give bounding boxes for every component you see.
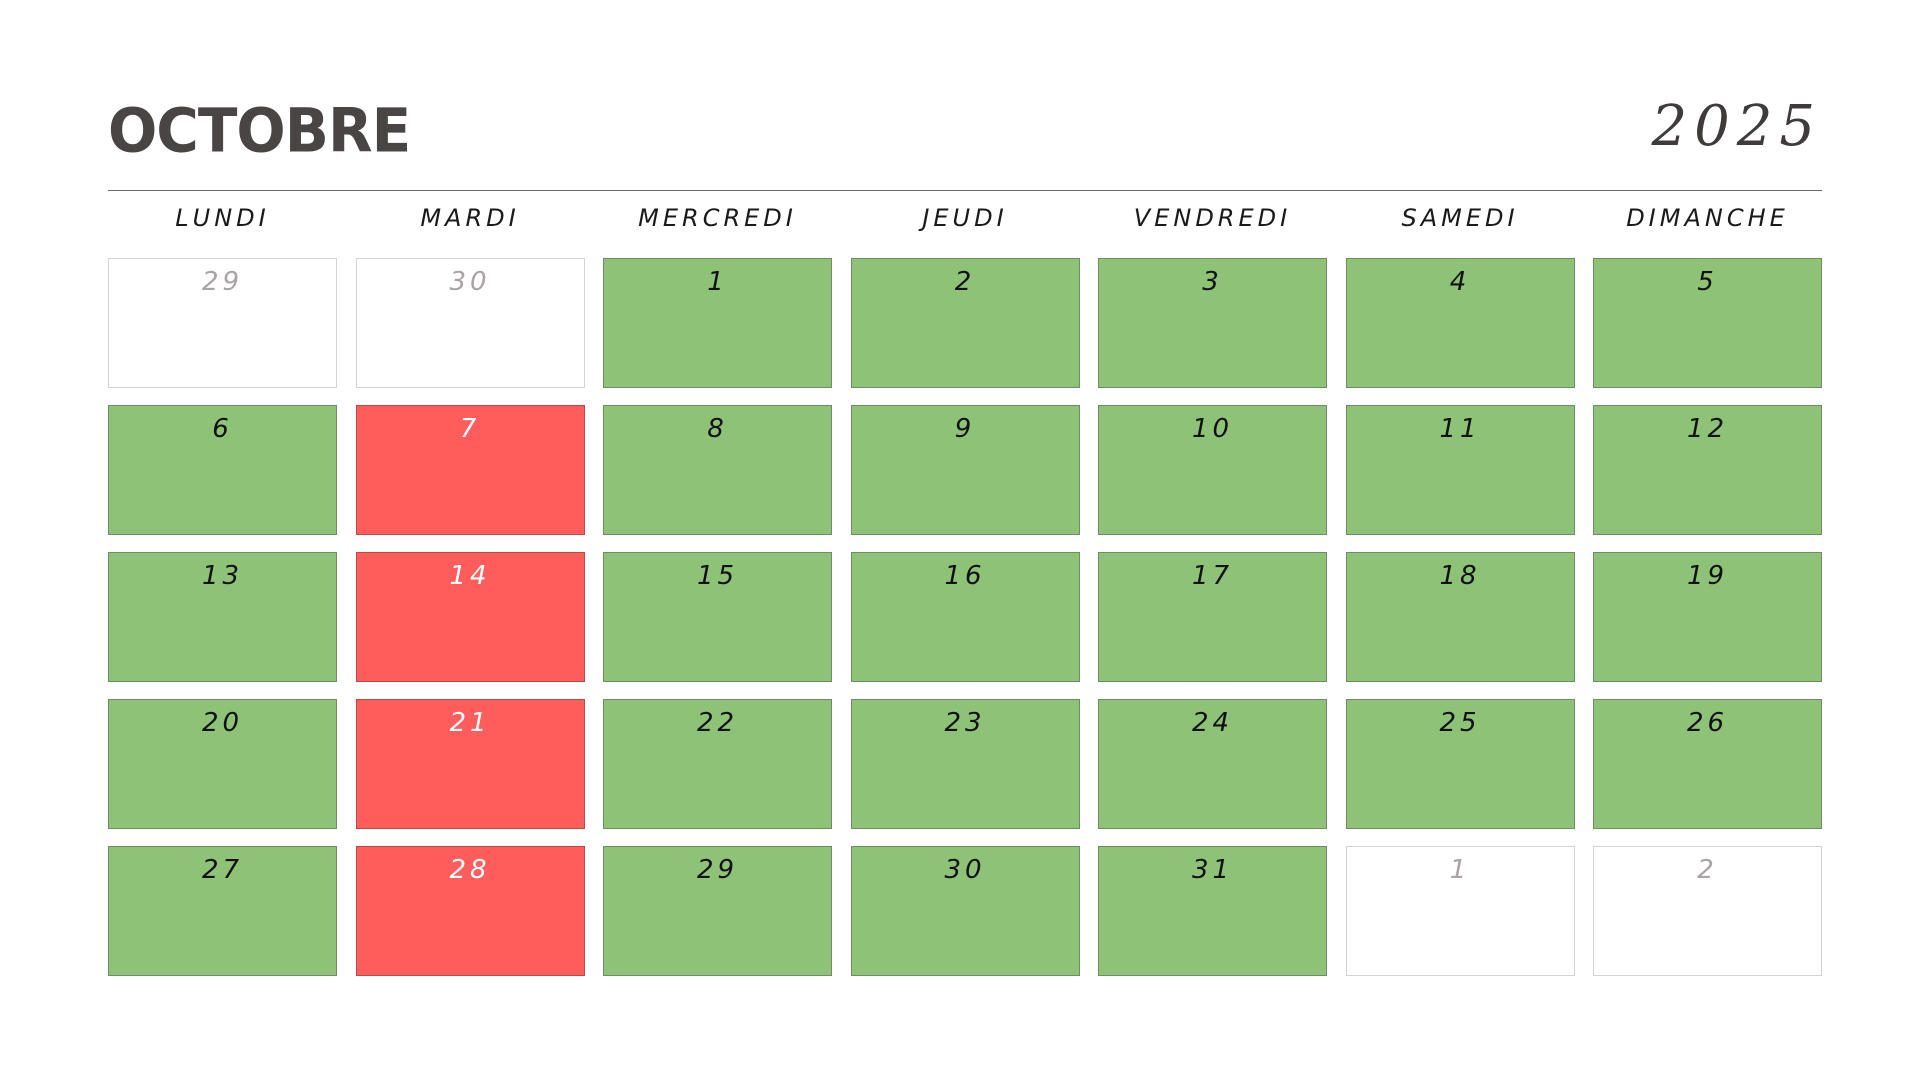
day-number: 4 xyxy=(1449,267,1471,297)
day-cell[interactable]: 13 xyxy=(108,552,337,682)
day-number: 2 xyxy=(1697,855,1718,885)
day-cell[interactable]: 23 xyxy=(850,699,1080,829)
weekday-header-row: LUNDI MARDI MERCREDI JEUDI VENDREDI SAME… xyxy=(108,200,1822,240)
day-cell[interactable]: 9 xyxy=(850,405,1080,535)
day-number: 13 xyxy=(201,561,244,591)
day-number: 27 xyxy=(201,855,244,885)
day-cell[interactable]: 24 xyxy=(1098,699,1327,829)
day-cell[interactable]: 2 xyxy=(1593,846,1822,976)
day-cell[interactable]: 31 xyxy=(1098,846,1327,976)
weekday-wednesday: MERCREDI xyxy=(638,204,797,232)
day-number: 3 xyxy=(1202,267,1223,297)
day-cell[interactable]: 6 xyxy=(108,405,337,535)
day-cell[interactable]: 28 xyxy=(355,846,585,976)
day-number: 1 xyxy=(707,267,728,297)
day-cell[interactable]: 14 xyxy=(355,552,585,682)
month-title: OCTOBRE xyxy=(108,95,411,167)
day-number: 11 xyxy=(1439,414,1481,444)
day-number: 10 xyxy=(1191,414,1234,444)
day-cell[interactable]: 17 xyxy=(1098,552,1327,682)
day-number: 30 xyxy=(944,855,986,885)
day-cell[interactable]: 30 xyxy=(850,846,1080,976)
day-cell[interactable]: 5 xyxy=(1593,258,1822,388)
day-number: 6 xyxy=(212,414,233,444)
day-cell[interactable]: 30 xyxy=(355,258,585,388)
day-number: 17 xyxy=(1191,561,1234,591)
day-number: 21 xyxy=(449,708,491,738)
day-cell[interactable]: 16 xyxy=(850,552,1080,682)
day-number: 23 xyxy=(944,708,986,738)
day-number: 29 xyxy=(696,855,739,885)
day-cell[interactable]: 19 xyxy=(1593,552,1822,682)
weekday-saturday: SAMEDI xyxy=(1401,204,1519,232)
day-cell[interactable]: 18 xyxy=(1345,552,1575,682)
day-number: 2 xyxy=(954,267,976,297)
day-cell[interactable]: 7 xyxy=(355,405,585,535)
day-number: 7 xyxy=(459,414,481,444)
day-cell[interactable]: 1 xyxy=(1345,846,1575,976)
day-number: 30 xyxy=(449,267,491,297)
day-cell[interactable]: 1 xyxy=(603,258,832,388)
weekday-monday: LUNDI xyxy=(175,204,270,232)
day-cell[interactable]: 10 xyxy=(1098,405,1327,535)
day-cell[interactable]: 3 xyxy=(1098,258,1327,388)
day-number: 12 xyxy=(1686,414,1729,444)
day-number: 16 xyxy=(944,561,986,591)
day-cell[interactable]: 29 xyxy=(108,258,337,388)
day-cell[interactable]: 25 xyxy=(1345,699,1575,829)
day-cell[interactable]: 12 xyxy=(1593,405,1822,535)
day-number: 18 xyxy=(1439,561,1481,591)
year-title: 2025 xyxy=(1651,94,1822,159)
day-number: 22 xyxy=(696,708,739,738)
day-cell[interactable]: 15 xyxy=(603,552,832,682)
header-divider xyxy=(108,190,1822,191)
day-number: 20 xyxy=(201,708,244,738)
weekday-friday: VENDREDI xyxy=(1133,204,1292,232)
day-number: 26 xyxy=(1686,708,1729,738)
day-number: 24 xyxy=(1191,708,1234,738)
calendar-grid: 29 30 1 2 3 4 5 6 7 8 9 10 11 12 13 14 15 16 17 18 19 20 21 22 2… xyxy=(108,258,1822,976)
day-number: 29 xyxy=(201,267,244,297)
day-number: 31 xyxy=(1191,855,1234,885)
day-cell[interactable]: 27 xyxy=(108,846,337,976)
weekday-sunday: DIMANCHE xyxy=(1626,204,1789,232)
day-cell[interactable]: 4 xyxy=(1345,258,1575,388)
day-number: 9 xyxy=(954,414,976,444)
day-cell[interactable]: 8 xyxy=(603,405,832,535)
day-number: 25 xyxy=(1439,708,1481,738)
day-cell[interactable]: 22 xyxy=(603,699,832,829)
day-number: 15 xyxy=(696,561,739,591)
day-number: 28 xyxy=(449,855,491,885)
day-cell[interactable]: 21 xyxy=(355,699,585,829)
day-cell[interactable]: 2 xyxy=(850,258,1080,388)
weekday-tuesday: MARDI xyxy=(420,204,520,232)
day-number: 5 xyxy=(1697,267,1718,297)
day-number: 14 xyxy=(449,561,491,591)
day-cell[interactable]: 29 xyxy=(603,846,832,976)
day-number: 19 xyxy=(1686,561,1729,591)
day-cell[interactable]: 26 xyxy=(1593,699,1822,829)
day-cell[interactable]: 20 xyxy=(108,699,337,829)
day-number: 8 xyxy=(707,414,728,444)
day-number: 1 xyxy=(1449,855,1471,885)
day-cell[interactable]: 11 xyxy=(1345,405,1575,535)
weekday-thursday: JEUDI xyxy=(922,204,1008,232)
